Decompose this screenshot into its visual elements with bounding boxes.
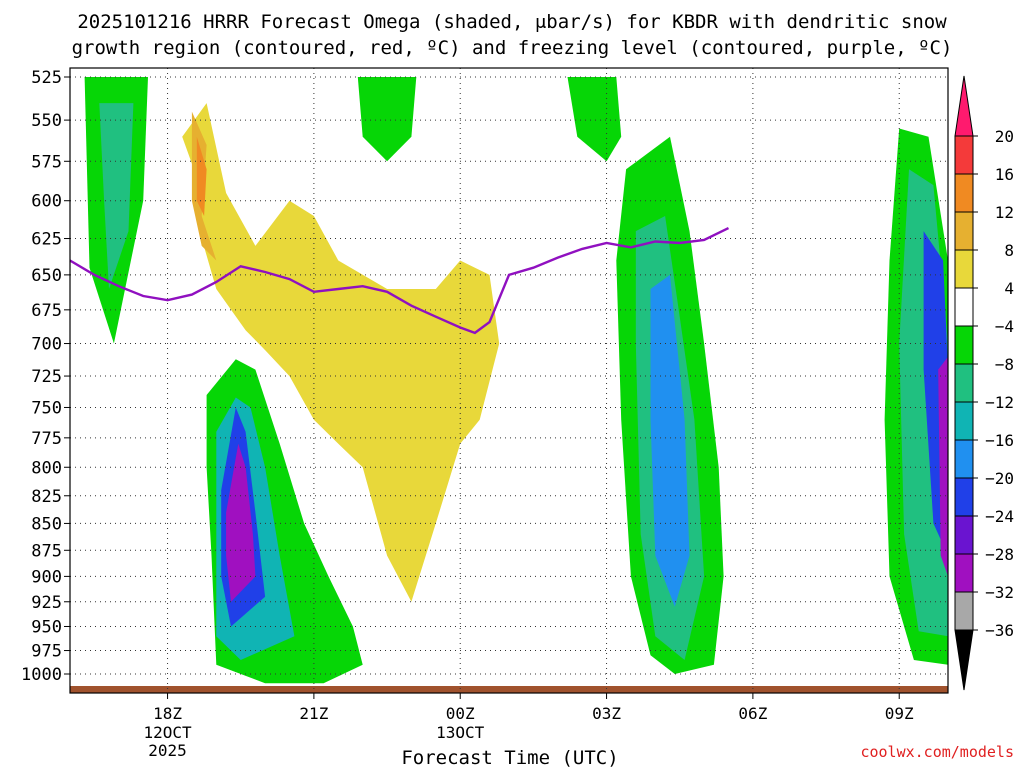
colorbar-swatch [954, 325, 974, 365]
colorbar: 20 16 12 8 4 −4 −8 −12 −16 −20 −24 −28 −32 −36 [954, 75, 1014, 691]
colorbar-swatch [954, 439, 974, 479]
colorbar-swatch [954, 211, 974, 251]
colorbar-bottom-arrow [954, 629, 974, 691]
colorbar-tick-label: 8 [1004, 241, 1014, 260]
y-tick-label: 950 [31, 617, 62, 637]
y-tick-label: 625 [31, 230, 62, 250]
colorbar-swatch [954, 287, 974, 327]
chart-title-line2: growth region (contoured, red, ºC) and f… [72, 37, 953, 59]
colorbar-swatch [954, 591, 974, 631]
colorbar-swatch [954, 515, 974, 555]
colorbar-swatch [954, 553, 974, 593]
freezing-level-line [69, 227, 730, 335]
colorbar-swatch [954, 173, 974, 213]
y-tick-label: 725 [31, 367, 62, 387]
y-tick-label: 825 [31, 487, 62, 507]
plot-frame [69, 67, 949, 694]
colorbar-tick-label: −36 [985, 621, 1014, 640]
colorbar-tick-label: −28 [985, 545, 1014, 564]
y-tick-label: 900 [31, 567, 62, 587]
colorbar-tick-label: −20 [985, 469, 1014, 488]
omega-regions [84, 77, 948, 684]
y-tick-label: 575 [31, 152, 62, 172]
x-tick-label: 21Z [299, 704, 328, 723]
y-tick-label: 1000 [21, 665, 62, 685]
colorbar-swatch [954, 249, 974, 289]
colorbar-tick-label: −24 [985, 507, 1014, 526]
axes: 525 550 575 600 625 650 675 700 725 750 775 800 825 8… [21, 67, 949, 760]
y-tick-label: 700 [31, 335, 62, 355]
y-tick-label: 750 [31, 398, 62, 418]
grid-lines [70, 68, 948, 693]
x-tick-year: 2025 [148, 741, 187, 760]
x-tick-label: 06Z [738, 704, 767, 723]
omega-region-4 [196, 136, 207, 216]
omega-region-9 [357, 77, 417, 162]
colorbar-tick-label: −32 [985, 583, 1014, 602]
colorbar-tick-label: −16 [985, 431, 1014, 450]
omega-region-8 [226, 443, 256, 602]
x-tick-date: 12OCT [143, 723, 192, 742]
colorbar-tick-label: 4 [1004, 279, 1014, 298]
omega-region-1 [99, 103, 134, 289]
x-tick-label: 18Z [153, 704, 182, 723]
y-tick-label: 925 [31, 593, 62, 613]
omega-region-17 [938, 356, 948, 577]
y-tick-label: 550 [31, 111, 62, 131]
y-tick-label: 850 [31, 514, 62, 534]
y-tick-label: 800 [31, 458, 62, 478]
colorbar-tick-label: −4 [995, 317, 1014, 336]
colorbar-swatch [954, 477, 974, 517]
ground-surface [70, 686, 948, 693]
omega-region-10 [567, 77, 622, 162]
y-tick-label: 650 [31, 266, 62, 286]
colorbar-tick-label: 16 [995, 165, 1014, 184]
y-tick-label: 875 [31, 541, 62, 561]
x-axis-label: Forecast Time (UTC) [401, 747, 618, 768]
x-tick-label: 03Z [592, 704, 621, 723]
credit-text: coolwx.com/models [860, 743, 1014, 761]
colorbar-tick-label: 20 [995, 127, 1014, 146]
chart-title-line1: 2025101216 HRRR Forecast Omega (shaded, … [77, 11, 947, 33]
colorbar-swatch [954, 135, 974, 175]
plot-area [70, 68, 948, 693]
colorbar-swatch [954, 363, 974, 403]
y-tick-label: 975 [31, 642, 62, 662]
x-tick-label: 09Z [885, 704, 914, 723]
colorbar-tick-label: −12 [985, 393, 1014, 412]
y-tick-label: 600 [31, 192, 62, 212]
colorbar-tick-label: −8 [995, 355, 1014, 374]
y-tick-label: 675 [31, 301, 62, 321]
colorbar-tick-label: 12 [995, 203, 1014, 222]
colorbar-swatch [954, 401, 974, 441]
x-tick-label: 00Z [446, 704, 475, 723]
y-tick-label: 525 [31, 68, 62, 88]
x-tick-date: 13OCT [436, 723, 485, 742]
omega-region-2 [182, 103, 500, 602]
y-tick-label: 775 [31, 429, 62, 449]
freezing-level-layer [69, 227, 730, 335]
colorbar-top-arrow [954, 75, 974, 137]
